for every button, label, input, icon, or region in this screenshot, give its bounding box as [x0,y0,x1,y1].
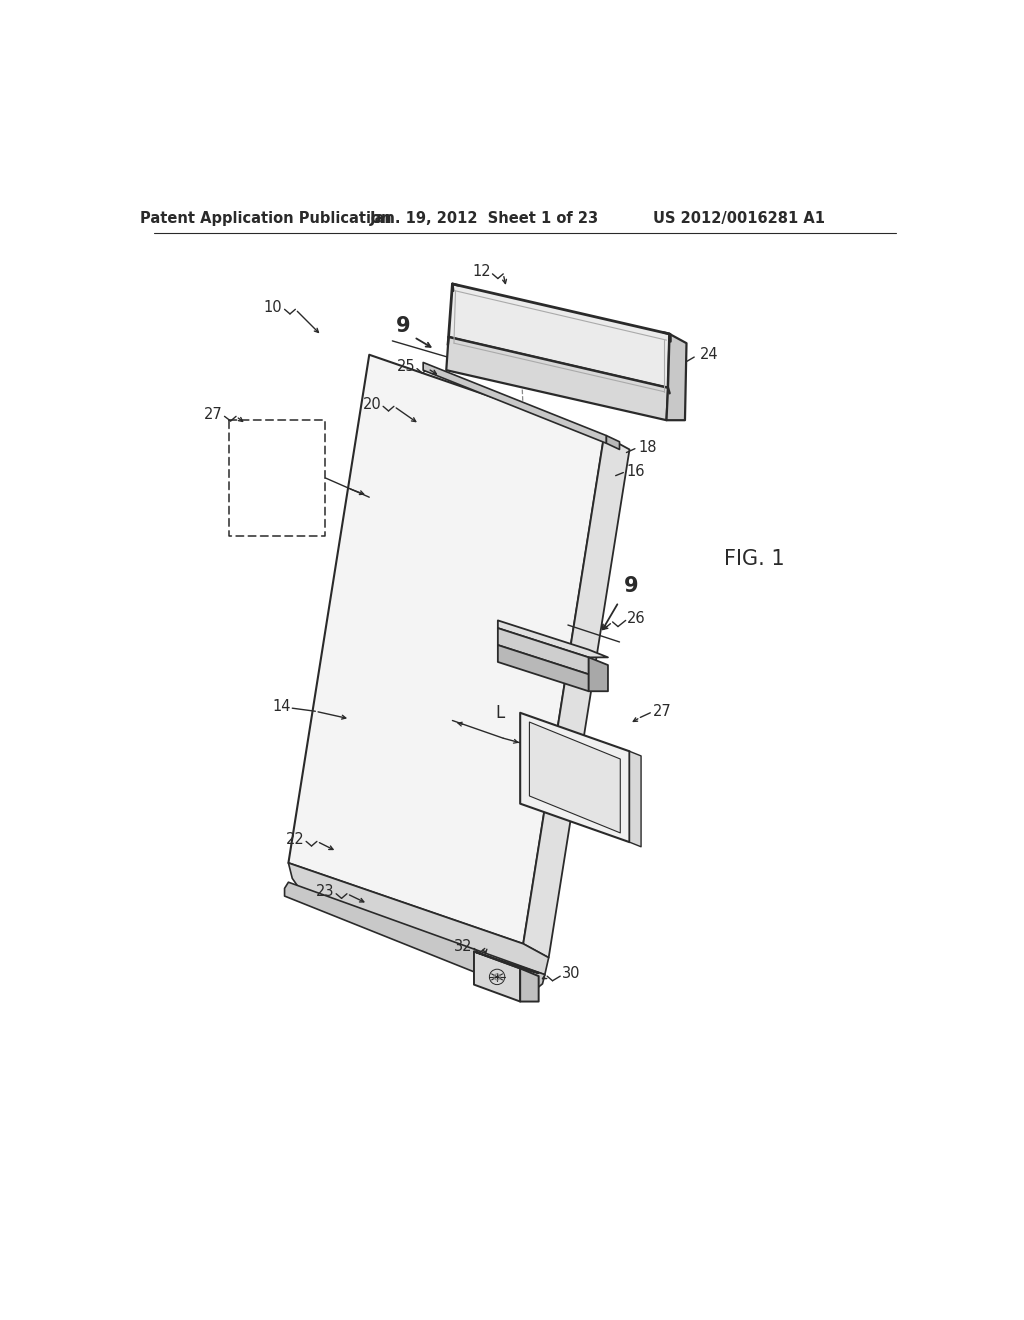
Polygon shape [667,334,686,420]
Text: 12: 12 [472,264,490,279]
Polygon shape [630,751,641,847]
Text: 14: 14 [272,700,291,714]
Text: 24: 24 [700,347,719,362]
Polygon shape [423,363,606,444]
Text: FIG. 1: FIG. 1 [724,549,784,569]
Text: Patent Application Publication: Patent Application Publication [139,211,391,226]
Polygon shape [474,952,520,1002]
Polygon shape [606,436,620,449]
Text: 22: 22 [286,833,304,847]
Polygon shape [498,645,589,692]
Polygon shape [498,620,608,657]
Polygon shape [498,628,589,675]
Text: 10: 10 [263,300,283,314]
Polygon shape [529,722,621,833]
Text: 27: 27 [204,407,223,421]
Text: 20: 20 [362,397,382,412]
Polygon shape [520,713,630,842]
Text: 16: 16 [627,463,645,479]
Text: Jan. 19, 2012  Sheet 1 of 23: Jan. 19, 2012 Sheet 1 of 23 [371,211,599,226]
Polygon shape [523,436,630,958]
Polygon shape [289,355,604,944]
Text: 32: 32 [454,939,472,953]
Text: 30: 30 [562,965,581,981]
Polygon shape [446,337,668,420]
Polygon shape [474,952,539,973]
Text: US 2012/0016281 A1: US 2012/0016281 A1 [653,211,825,226]
Text: 27: 27 [652,704,672,719]
Text: 9: 9 [396,317,411,337]
Text: L: L [496,704,505,722]
Polygon shape [449,284,670,388]
Polygon shape [289,863,549,974]
Text: 23: 23 [316,884,335,899]
Polygon shape [285,882,545,991]
Text: 18: 18 [639,440,657,454]
Polygon shape [589,657,608,692]
Polygon shape [520,969,539,1002]
Text: 25: 25 [397,359,416,374]
Text: 26: 26 [628,611,646,626]
Text: 9: 9 [624,576,638,595]
